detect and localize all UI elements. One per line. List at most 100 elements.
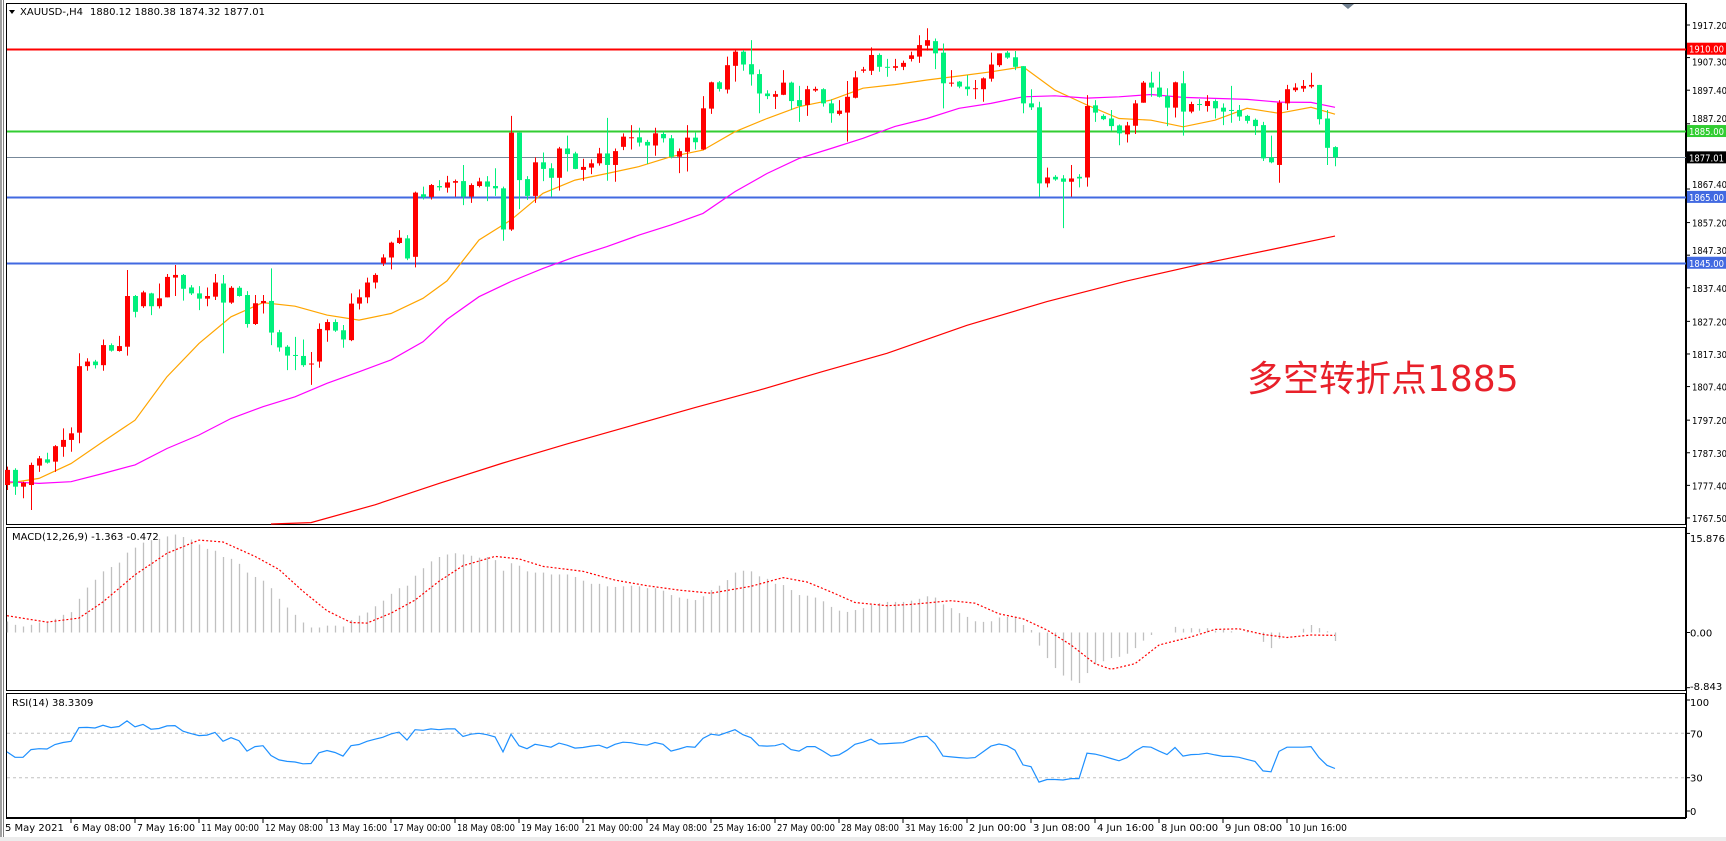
candle-body (749, 64, 754, 75)
candle (645, 139, 650, 164)
candle-body (1061, 178, 1066, 182)
candle (29, 462, 34, 511)
candle-body (525, 179, 530, 196)
time-tick-label: 6 May 08:00 (73, 823, 131, 834)
price-axis[interactable]: 1917.20 1907.30 1897.40 1887.20 1867.40 1857.… (1686, 3, 1726, 818)
triangle-down-icon[interactable] (9, 10, 15, 14)
candle-body (733, 51, 738, 66)
candle-body (917, 45, 922, 57)
candle (149, 292, 154, 316)
candle (1189, 101, 1194, 114)
candle (413, 191, 418, 268)
candle-body (293, 354, 298, 356)
candle-body (1285, 89, 1290, 104)
price-tick-label: 1787.30 (1692, 449, 1726, 460)
candle-body (1045, 177, 1050, 184)
candle-body (125, 296, 130, 347)
candle (141, 290, 146, 308)
candle (37, 456, 42, 472)
candle-body (877, 54, 882, 67)
candle-body (157, 298, 162, 307)
candle-body (1317, 84, 1322, 120)
candle-body (1261, 125, 1266, 159)
rsi-tick-label: 70 (1690, 729, 1703, 740)
candle-body (1133, 103, 1138, 126)
candle-body (141, 292, 146, 307)
candle (293, 336, 298, 371)
candle (501, 186, 506, 241)
price-level-label (1687, 125, 1726, 138)
candle (1293, 83, 1298, 92)
candle-body (1325, 118, 1330, 148)
candle-body (533, 162, 538, 196)
price-tick-label: 1827.20 (1692, 317, 1726, 328)
time-tick-label: 10 Jun 16:00 (1289, 823, 1347, 834)
candle-body (1021, 66, 1026, 104)
candle-body (1077, 176, 1082, 179)
time-tick-label: 3 Jun 08:00 (1033, 823, 1090, 834)
candle (421, 186, 426, 200)
time-tick-label: 31 May 16:00 (905, 823, 963, 834)
candle-body (221, 283, 226, 303)
candle (1077, 174, 1082, 188)
candle-body (933, 41, 938, 54)
candle (733, 50, 738, 82)
candle-body (1109, 118, 1114, 127)
candle-body (357, 297, 362, 304)
ohlc-label: 1880.12 1880.38 1874.32 1877.01 (90, 7, 265, 18)
candle (861, 66, 866, 73)
candle-body (557, 148, 562, 178)
candle (573, 151, 578, 170)
candle (77, 353, 82, 444)
candle (685, 125, 690, 172)
annotation-text: 多空转折点1885 (1247, 359, 1519, 400)
candle-body (773, 94, 778, 97)
rsi-pane[interactable] (6, 693, 1686, 818)
candle (1325, 109, 1330, 165)
candle (749, 40, 754, 86)
candle-body (13, 469, 18, 487)
candle (797, 85, 802, 122)
price-tick-label: 1837.40 (1692, 284, 1726, 295)
candle (445, 175, 450, 193)
time-tick-label: 5 May 2021 (5, 823, 64, 834)
candle-body (1117, 125, 1122, 134)
candle (1101, 114, 1106, 121)
candle (1237, 105, 1242, 121)
candle-body (973, 88, 978, 90)
candle (1109, 109, 1114, 132)
time-axis[interactable]: 5 May 2021 6 May 08:00 7 May 16:00 11 May 0… (5, 818, 1686, 834)
candle (1069, 164, 1074, 197)
candle (717, 80, 722, 92)
candle (133, 295, 138, 318)
price-tick-label: 1917.20 (1692, 21, 1726, 32)
macd-signal-line (6, 539, 1336, 670)
chart-shift-marker-icon[interactable] (1342, 4, 1354, 9)
candle-body (453, 181, 458, 183)
candle-body (997, 53, 1002, 66)
candle-body (413, 192, 418, 257)
candle-body (757, 74, 762, 94)
candle-body (677, 151, 682, 157)
candle (13, 468, 18, 495)
candle-body (1029, 103, 1034, 108)
candle (1173, 81, 1178, 118)
candle-body (797, 100, 802, 107)
candle (805, 85, 810, 116)
macd-pane[interactable] (6, 527, 1686, 691)
macd-tick-label: 0.00 (1690, 629, 1712, 640)
candle-body (517, 132, 522, 181)
time-tick-label: 4 Jun 16:00 (1097, 823, 1154, 834)
candle (1157, 71, 1162, 98)
candle (181, 273, 186, 301)
candle-body (589, 163, 594, 168)
time-tick-label: 27 May 00:00 (777, 823, 835, 834)
window-bottom-strip (0, 837, 1726, 841)
candle (925, 28, 930, 51)
candle (1165, 88, 1170, 127)
candle-body (333, 322, 338, 331)
candle-body (85, 361, 90, 367)
candle (1253, 118, 1258, 135)
candle (1221, 103, 1226, 126)
